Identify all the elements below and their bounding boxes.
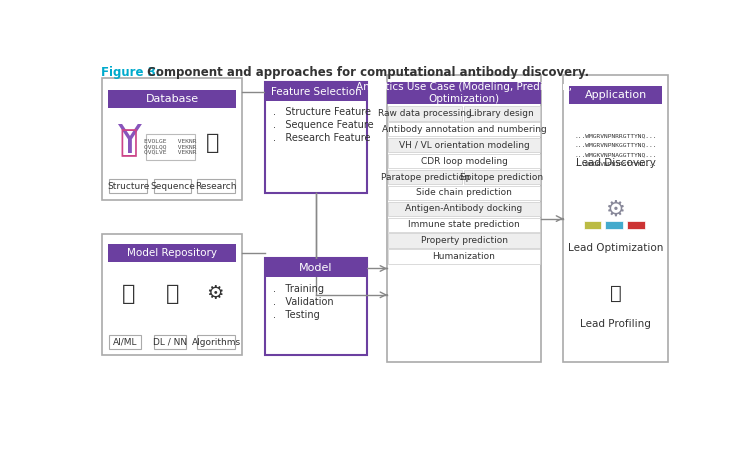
Text: Library design: Library design: [470, 109, 534, 118]
FancyBboxPatch shape: [627, 221, 645, 229]
FancyBboxPatch shape: [110, 180, 147, 194]
Text: Model: Model: [299, 264, 333, 274]
FancyBboxPatch shape: [569, 86, 662, 104]
Text: Antibody annotation and numbering: Antibody annotation and numbering: [382, 125, 547, 134]
Text: .   Testing: . Testing: [273, 310, 320, 320]
Text: ...WMGRVNPNTRSTTYNO...: ...WMGRVNPNTRSTTYNO...: [574, 162, 657, 167]
Text: VH / VL orientation modeling: VH / VL orientation modeling: [399, 141, 530, 150]
Text: ...WMGKVNPNAGGTTYNQ...: ...WMGKVNPNAGGTTYNQ...: [574, 153, 657, 158]
FancyBboxPatch shape: [387, 75, 542, 362]
FancyBboxPatch shape: [197, 335, 235, 349]
Text: Immune state prediction: Immune state prediction: [408, 220, 520, 230]
FancyBboxPatch shape: [388, 249, 539, 264]
Text: Lead Discovery: Lead Discovery: [576, 158, 656, 168]
FancyBboxPatch shape: [103, 234, 242, 356]
FancyBboxPatch shape: [464, 170, 539, 184]
Text: Lead Optimization: Lead Optimization: [568, 243, 664, 253]
Text: Raw data processing: Raw data processing: [379, 109, 472, 118]
FancyBboxPatch shape: [146, 134, 196, 160]
Text: EVOLGE   VEKNR: EVOLGE VEKNR: [144, 139, 196, 144]
FancyBboxPatch shape: [388, 217, 539, 232]
FancyBboxPatch shape: [388, 138, 539, 153]
Text: ⚙: ⚙: [606, 200, 625, 220]
Text: .   Sequence Feature: . Sequence Feature: [273, 120, 374, 130]
Text: ...WMGRVNPNKGGTTYNQ...: ...WMGRVNPNKGGTTYNQ...: [574, 143, 657, 148]
Text: 📋: 📋: [610, 284, 622, 302]
Text: Paratope prediction: Paratope prediction: [381, 172, 470, 181]
Text: Algorithms: Algorithms: [191, 338, 241, 347]
FancyBboxPatch shape: [266, 82, 367, 193]
FancyBboxPatch shape: [605, 221, 622, 229]
Text: .   Training: . Training: [273, 284, 324, 294]
FancyBboxPatch shape: [154, 180, 191, 194]
Text: Research: Research: [195, 182, 237, 191]
Text: Database: Database: [146, 94, 199, 104]
FancyBboxPatch shape: [388, 234, 539, 248]
FancyBboxPatch shape: [266, 83, 367, 101]
Text: Epitope prediction: Epitope prediction: [460, 172, 543, 181]
Text: Side chain prediction: Side chain prediction: [416, 189, 512, 198]
FancyBboxPatch shape: [388, 202, 539, 216]
Text: Lead Profiling: Lead Profiling: [580, 319, 651, 329]
Text: 𝚼: 𝚼: [119, 128, 138, 157]
Text: AI/ML: AI/ML: [113, 338, 138, 347]
Text: Analytics Use Case (Modeling, Prediction,
Optimization): Analytics Use Case (Modeling, Prediction…: [356, 82, 572, 104]
Text: Antigen-Antibody docking: Antigen-Antibody docking: [406, 204, 523, 213]
FancyBboxPatch shape: [154, 335, 185, 349]
Text: .   Research Feature: . Research Feature: [273, 133, 370, 143]
Text: ⚙️: ⚙️: [207, 284, 224, 303]
FancyBboxPatch shape: [387, 82, 542, 104]
FancyBboxPatch shape: [388, 186, 539, 200]
FancyBboxPatch shape: [388, 122, 539, 136]
FancyBboxPatch shape: [103, 78, 242, 199]
Text: ...WMGRVNPNRRGTTYNQ...: ...WMGRVNPNRRGTTYNQ...: [574, 133, 657, 138]
FancyBboxPatch shape: [266, 260, 367, 278]
FancyBboxPatch shape: [266, 258, 367, 356]
FancyBboxPatch shape: [388, 106, 462, 121]
Text: DL / NN: DL / NN: [152, 338, 187, 347]
FancyBboxPatch shape: [388, 170, 462, 184]
Text: Property prediction: Property prediction: [421, 236, 508, 245]
FancyBboxPatch shape: [464, 106, 539, 121]
Text: Figure 3:: Figure 3:: [100, 66, 160, 79]
FancyBboxPatch shape: [108, 244, 236, 262]
Text: Model Repository: Model Repository: [128, 248, 218, 258]
Text: QVQLVE   VEKNR: QVQLVE VEKNR: [144, 149, 196, 154]
Text: Y: Y: [117, 123, 140, 162]
Text: QVQLQQ   VEKNR: QVQLQQ VEKNR: [144, 144, 196, 149]
Text: .   Structure Feature: . Structure Feature: [273, 107, 370, 117]
Text: Humanization: Humanization: [433, 252, 496, 261]
Text: Structure: Structure: [107, 182, 149, 191]
FancyBboxPatch shape: [584, 221, 602, 229]
Text: Feature Selection: Feature Selection: [271, 87, 362, 97]
FancyBboxPatch shape: [110, 335, 142, 349]
Text: 🧠: 🧠: [122, 284, 135, 304]
Text: Component and approaches for computational antibody discovery.: Component and approaches for computation…: [143, 66, 590, 79]
Text: .   Validation: . Validation: [273, 297, 334, 307]
FancyBboxPatch shape: [388, 154, 539, 168]
FancyBboxPatch shape: [108, 90, 236, 108]
Text: Sequence: Sequence: [150, 182, 195, 191]
Text: 🔬: 🔬: [206, 133, 219, 153]
Text: 🕸: 🕸: [166, 284, 179, 304]
FancyBboxPatch shape: [197, 180, 235, 194]
Text: Application: Application: [584, 90, 646, 100]
FancyBboxPatch shape: [563, 75, 668, 362]
Text: CDR loop modeling: CDR loop modeling: [421, 157, 508, 166]
